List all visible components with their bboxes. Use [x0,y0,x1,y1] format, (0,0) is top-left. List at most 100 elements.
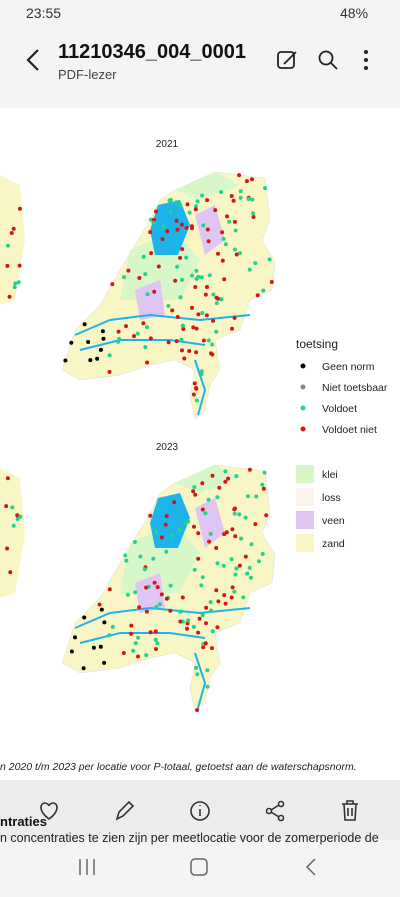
map-dot [225,214,229,219]
map-dot [142,567,147,572]
soil-label: zand [322,538,345,550]
map-dot [121,651,126,655]
map-dot [169,533,174,538]
legend-marker [300,405,306,411]
legend-label: Voldoet [322,403,357,415]
map-dot [237,512,242,517]
map-dot [223,479,228,484]
status-bar [0,0,400,26]
map-dot [154,605,159,609]
map-dot [102,660,107,665]
map-dot [200,481,205,486]
map-dot [107,353,112,358]
map-dot [190,305,194,310]
map-dot [224,530,229,535]
map-dot [206,239,211,244]
map-dot [141,254,146,259]
map-peat [135,573,165,613]
map-dot [116,329,121,334]
map-dot [145,360,150,365]
delete-button[interactable] [342,800,358,821]
map-dot [250,177,254,182]
map-dot [152,289,157,294]
map-dot [10,505,15,510]
map-dot [247,267,252,272]
map-dot [124,558,129,563]
map-dot [214,588,219,593]
map-dot [211,318,215,323]
nav-back-button[interactable] [305,858,316,876]
favorite-button[interactable] [40,802,58,820]
map-dot [220,230,225,235]
map-partial [0,468,25,598]
soil-label: loss [322,492,341,504]
map-dot [197,616,202,621]
legend-marker [300,426,306,432]
map-dot [168,197,173,202]
map-dot [191,325,196,330]
map-dot [205,668,210,673]
map-dot [208,531,213,536]
legend-title: toetsing [296,337,338,351]
map-dot [148,336,153,341]
share-button[interactable] [265,800,285,822]
recents-button[interactable] [79,859,95,875]
map-dot [157,602,162,607]
map-lake [150,200,190,255]
map-dot [5,476,10,481]
home-button[interactable] [190,858,208,876]
map-dot [232,247,237,252]
map-dot [208,600,213,605]
map-dot [124,324,128,329]
map-dot [210,473,215,478]
map-dot [209,608,214,613]
document-title: 11210346_004_0001 [58,41,246,63]
map-dot [196,312,201,317]
map-dot [131,648,136,653]
map-dot [168,608,173,613]
soil-label: veen [322,515,345,527]
map-dot [204,313,209,318]
map-dot [199,275,204,280]
body-text: n concentraties te zien zijn per meetloc… [0,831,379,845]
map-dot [200,575,205,580]
map-dot [136,654,140,659]
map-dot [12,285,17,290]
map-dot [267,257,272,262]
map-dot [232,219,237,224]
edit-button[interactable] [277,51,297,69]
info-button[interactable] [190,801,210,821]
more-button[interactable] [364,50,368,70]
map-dot [132,334,136,339]
map-dot [204,621,208,626]
map-dot [185,202,190,207]
map-dot [231,198,236,203]
map-dot [98,347,103,352]
map-dot [110,282,115,287]
map-dot [151,220,156,225]
app-name: PDF-lezer [58,67,117,82]
map-dot [192,381,197,386]
map-dot [232,589,237,594]
map-dot [203,511,208,516]
map-dot [199,583,204,588]
map-dot [86,340,91,344]
section-heading: ntraties [0,814,47,829]
map-dot [144,653,149,658]
map-dot [178,203,183,208]
map-dot [207,539,212,544]
map-dot [117,336,122,341]
map-dot [107,369,112,374]
search-button[interactable] [318,50,338,70]
map-dot [260,482,265,487]
map-dot [155,585,160,590]
map-dot [17,263,22,268]
annotate-button[interactable] [115,800,135,821]
map-dot [211,292,216,297]
map-dot [205,198,210,203]
back-button[interactable] [26,49,39,71]
map-peat [195,205,225,255]
map-lake [150,493,190,548]
map-dot [209,351,213,356]
